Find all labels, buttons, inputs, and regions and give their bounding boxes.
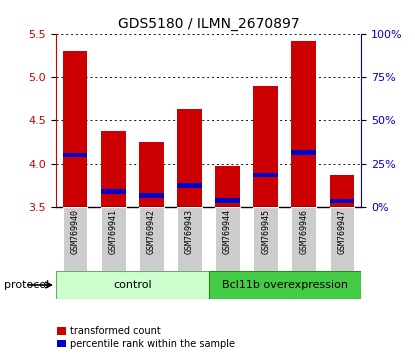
Bar xyxy=(101,131,126,207)
Title: GDS5180 / ILMN_2670897: GDS5180 / ILMN_2670897 xyxy=(118,17,299,31)
Text: GSM769940: GSM769940 xyxy=(71,209,80,254)
Legend: transformed count, percentile rank within the sample: transformed count, percentile rank withi… xyxy=(57,326,235,349)
Bar xyxy=(101,189,126,194)
FancyBboxPatch shape xyxy=(330,207,354,271)
FancyBboxPatch shape xyxy=(56,271,209,299)
Bar xyxy=(215,166,240,207)
FancyBboxPatch shape xyxy=(139,207,164,271)
Bar xyxy=(63,51,88,207)
Text: protocol: protocol xyxy=(4,280,49,290)
Bar xyxy=(139,142,164,207)
Text: GSM769947: GSM769947 xyxy=(337,209,347,254)
FancyBboxPatch shape xyxy=(63,207,88,271)
FancyBboxPatch shape xyxy=(101,207,126,271)
Text: GSM769944: GSM769944 xyxy=(223,209,232,254)
Text: GSM769942: GSM769942 xyxy=(147,209,156,254)
Text: GSM769946: GSM769946 xyxy=(299,209,308,254)
Bar xyxy=(177,183,202,188)
Text: Bcl11b overexpression: Bcl11b overexpression xyxy=(222,280,348,290)
Bar xyxy=(177,109,202,207)
Text: GSM769943: GSM769943 xyxy=(185,209,194,254)
Bar xyxy=(63,153,88,158)
Bar xyxy=(253,173,278,177)
Bar xyxy=(291,150,316,155)
FancyBboxPatch shape xyxy=(253,207,278,271)
Text: control: control xyxy=(113,280,151,290)
Text: GSM769941: GSM769941 xyxy=(109,209,118,254)
Text: GSM769945: GSM769945 xyxy=(261,209,270,254)
FancyBboxPatch shape xyxy=(291,207,316,271)
FancyBboxPatch shape xyxy=(209,271,361,299)
Bar xyxy=(139,193,164,198)
Bar xyxy=(330,199,354,204)
Bar xyxy=(215,198,240,202)
FancyBboxPatch shape xyxy=(215,207,240,271)
FancyBboxPatch shape xyxy=(177,207,202,271)
Bar xyxy=(291,41,316,207)
Bar xyxy=(330,175,354,207)
Bar xyxy=(253,86,278,207)
